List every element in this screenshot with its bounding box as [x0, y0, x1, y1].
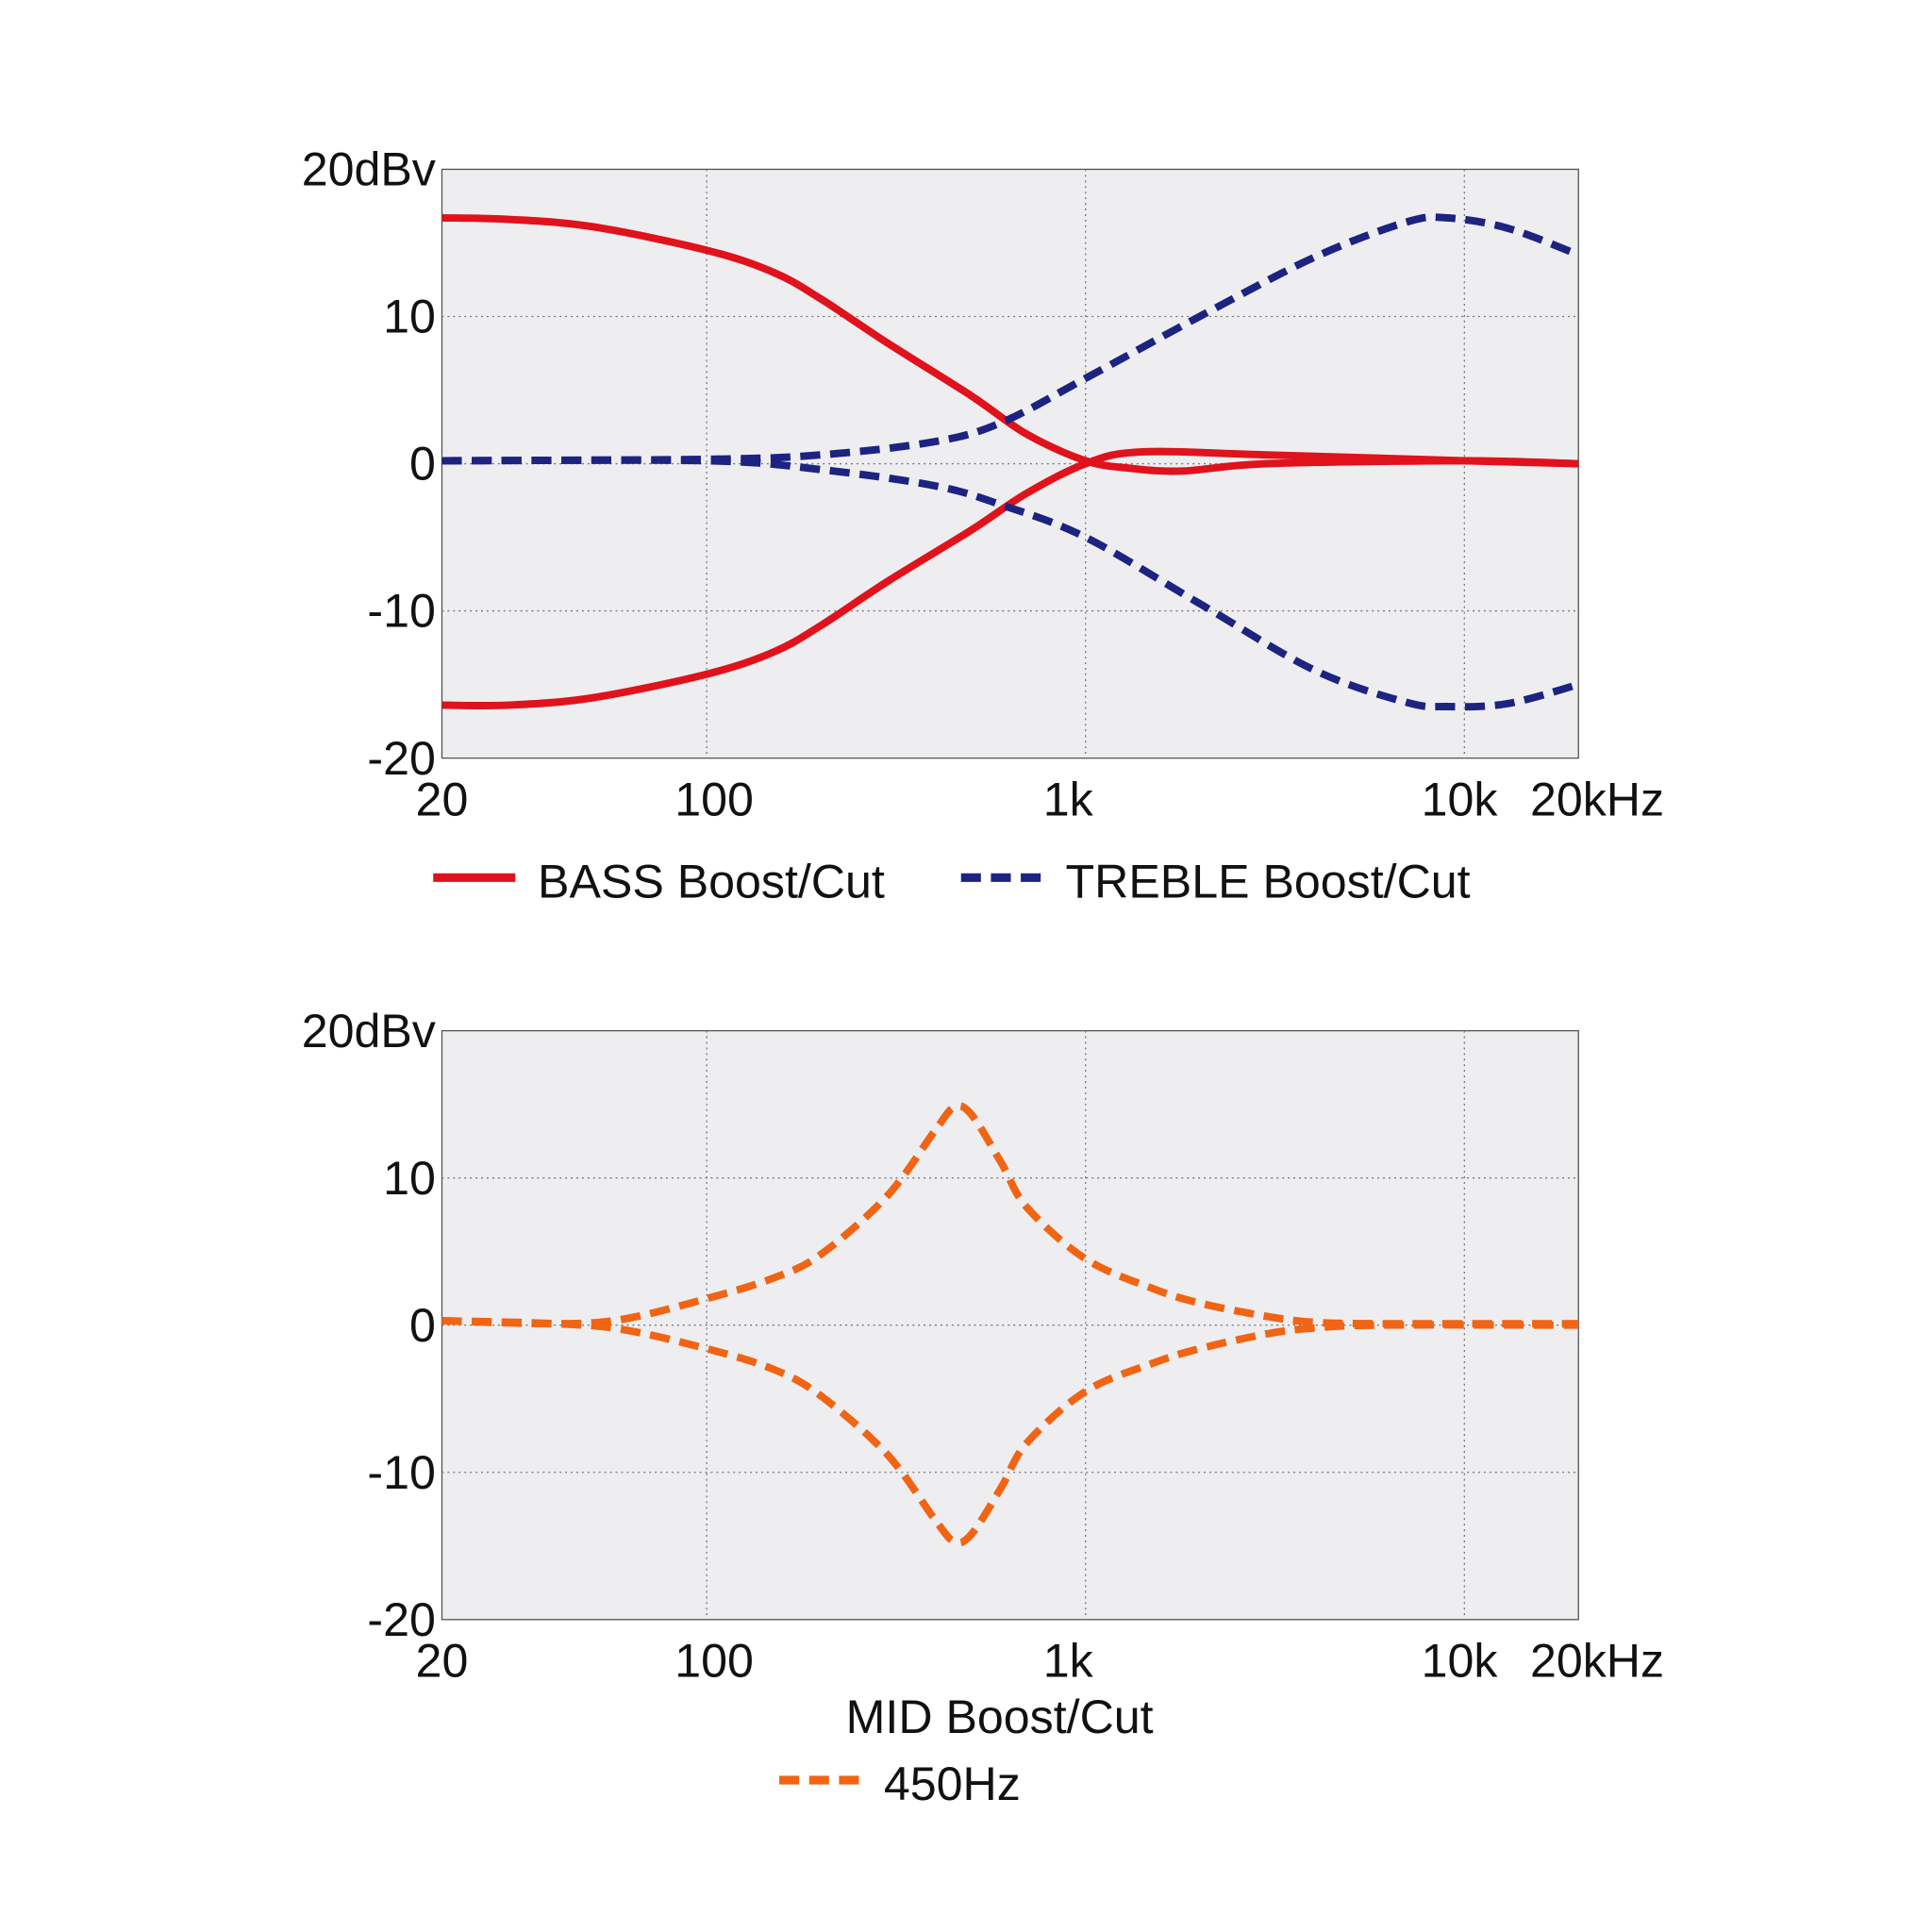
legend-label: 450Hz [884, 1757, 1021, 1810]
y-tick-label: -10 [367, 585, 435, 638]
series-line-2 [441, 447, 1579, 709]
series-line-1 [441, 1102, 1579, 1328]
y-tick-label: 10 [383, 1152, 436, 1205]
series-line-3 [441, 213, 1580, 465]
series-line-4 [441, 456, 1580, 711]
y-tick-label: -10 [367, 1446, 435, 1499]
x-tick-label: 20kHz [1530, 773, 1664, 825]
y-tick-label: 20dBv [302, 1005, 436, 1058]
series-line-1 [441, 214, 1579, 475]
x-tick-label: 100 [675, 1634, 754, 1687]
series-line-2 [441, 1317, 1579, 1547]
x-tick-label: 20 [416, 1634, 469, 1687]
x-axis-title: MID Boost/Cut [846, 1690, 1154, 1743]
y-tick-label: -20 [367, 1593, 435, 1646]
y-tick-label: 0 [409, 1299, 436, 1352]
x-tick-label: 1k [1043, 1634, 1094, 1687]
x-tick-label: 10k [1422, 773, 1499, 825]
x-tick-label: 10k [1422, 1634, 1499, 1687]
legend-label: TREBLE Boost/Cut [1066, 855, 1471, 908]
x-tick-label: 20 [416, 773, 469, 825]
x-tick-label: 1k [1043, 773, 1094, 825]
x-tick-label: 20kHz [1530, 1634, 1664, 1687]
y-tick-label: 20dBv [302, 143, 436, 196]
x-tick-label: 100 [675, 773, 754, 825]
y-tick-label: -20 [367, 732, 435, 785]
y-tick-label: 0 [409, 438, 436, 491]
legend-label: BASS Boost/Cut [538, 855, 885, 908]
y-tick-label: 10 [383, 291, 436, 343]
plot-area [441, 1029, 1579, 1621]
